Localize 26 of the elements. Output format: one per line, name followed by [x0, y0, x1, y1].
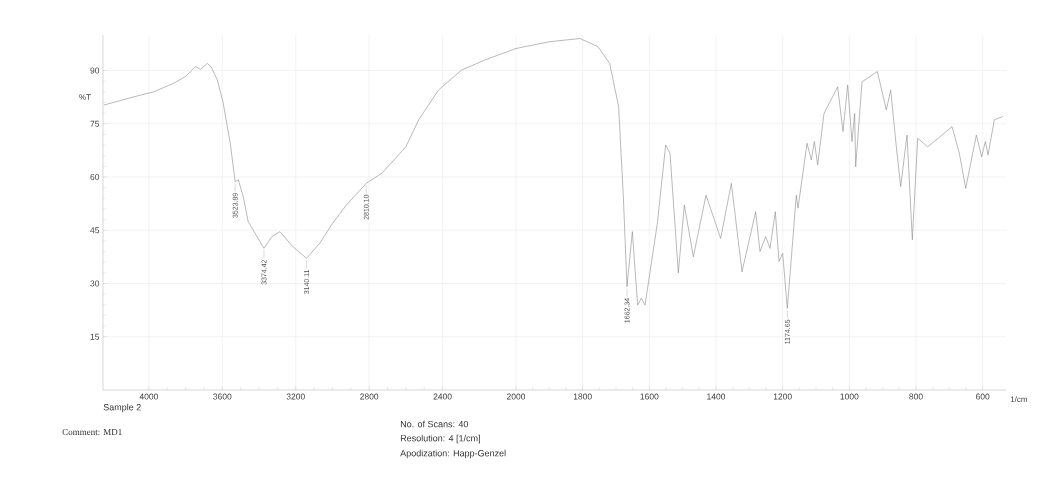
x-tick-label: 1400: [707, 393, 726, 400]
text: Apodization: Happ-Genzel: [400, 449, 506, 459]
y-tick-label: 15: [90, 333, 100, 340]
text: Resolution: 4 [1/cm]: [400, 434, 480, 444]
x-tick-label: 1000: [840, 393, 859, 400]
y-tick-label: 30: [90, 280, 100, 287]
y-tick-label: 45: [90, 227, 100, 234]
x-tick-label: 1800: [573, 393, 592, 400]
x-tick-label: 2000: [506, 393, 526, 400]
x-tick-label: 800: [909, 393, 923, 400]
x-tick-label: 2400: [433, 393, 452, 400]
text: Comment: MD1: [62, 428, 122, 436]
y-tick-label: 75: [90, 120, 100, 127]
x-axis-title: 1/cm: [1010, 396, 1028, 403]
x-tick-label: 4000: [139, 393, 158, 400]
y-tick-label: 90: [90, 67, 100, 74]
x-tick-label: 3600: [213, 393, 232, 400]
text: Sample 2: [103, 403, 141, 413]
x-tick-label: 1600: [640, 393, 659, 400]
text: No. of Scans: 40: [400, 420, 469, 428]
x-tick-label: 3200: [286, 393, 305, 400]
x-tick-label: 600: [976, 393, 990, 400]
y-axis-title: %T: [79, 94, 91, 100]
x-tick-label: 2800: [360, 393, 379, 400]
x-tick-label: 1200: [773, 393, 792, 400]
y-tick-label: 60: [90, 174, 100, 180]
